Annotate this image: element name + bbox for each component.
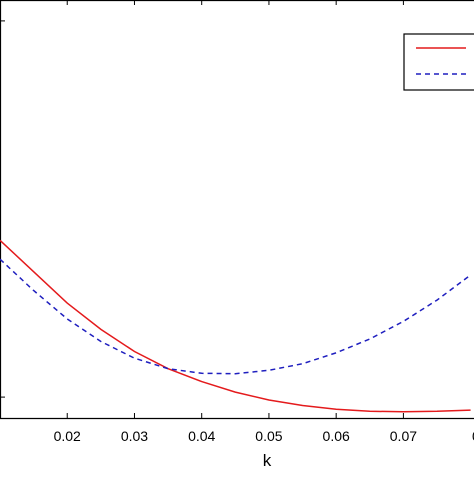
series-line-1	[0, 239, 471, 413]
series-line-2	[0, 258, 472, 375]
x-tick-label: 0.04	[188, 428, 215, 444]
x-tick-label: 0.06	[323, 428, 350, 444]
x-axis-label: k	[263, 451, 272, 470]
x-tick-label: 0.02	[54, 428, 81, 444]
axes: 0.02 0.03 0.04 0.05 0.06 0.07 0	[0, 0, 474, 444]
legend-box	[403, 33, 474, 91]
series-group	[0, 239, 472, 413]
x-tick-label: 0.05	[255, 428, 282, 444]
x-tick-label: 0.07	[390, 428, 417, 444]
x-tick-label: 0.03	[121, 428, 148, 444]
x-tick-label-edge: 0	[472, 428, 474, 444]
legend	[403, 33, 474, 91]
